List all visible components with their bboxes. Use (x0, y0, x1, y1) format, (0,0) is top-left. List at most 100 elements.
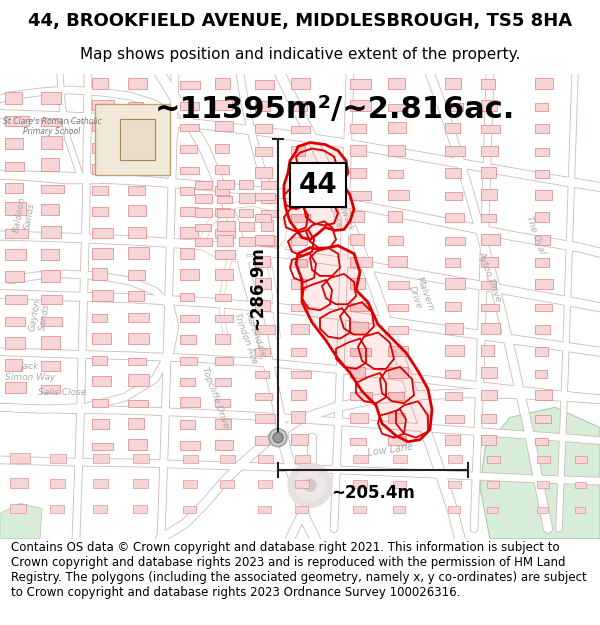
Bar (575, 508, 585, 514)
Bar (445, 146, 465, 156)
Bar (481, 322, 500, 334)
Bar (291, 434, 308, 445)
Bar (128, 357, 146, 365)
Bar (217, 209, 233, 217)
Bar (183, 455, 198, 463)
Bar (41, 185, 64, 193)
Bar (41, 385, 61, 393)
Bar (255, 392, 272, 400)
Bar (350, 322, 368, 334)
Bar (350, 211, 364, 222)
Bar (133, 479, 148, 488)
Bar (220, 455, 235, 463)
Bar (180, 356, 197, 365)
Bar (92, 291, 113, 301)
Bar (261, 195, 277, 203)
Bar (41, 316, 62, 326)
Bar (481, 367, 497, 378)
Bar (535, 279, 553, 289)
Bar (291, 126, 310, 133)
Bar (5, 382, 26, 393)
Bar (575, 482, 586, 488)
Bar (481, 189, 497, 200)
Bar (195, 224, 211, 231)
Bar (350, 145, 366, 156)
Text: ~11395m²/~2.816ac.: ~11395m²/~2.816ac. (155, 94, 515, 124)
Bar (255, 101, 269, 111)
Text: The Oval: The Oval (524, 215, 546, 256)
Bar (481, 167, 496, 178)
Bar (445, 123, 460, 133)
Bar (535, 103, 548, 111)
Bar (291, 146, 305, 156)
Bar (388, 191, 409, 200)
Text: Contains OS data © Crown copyright and database right 2021. This information is : Contains OS data © Crown copyright and d… (11, 541, 587, 599)
Bar (5, 359, 22, 371)
Text: Baldoon
Sands: Baldoon Sands (12, 196, 38, 235)
Bar (92, 442, 113, 450)
Bar (535, 347, 548, 356)
Text: ~205.4m: ~205.4m (331, 484, 415, 502)
Text: Map shows position and indicative extent of the property.: Map shows position and indicative extent… (80, 47, 520, 62)
Bar (128, 78, 146, 89)
Text: 44: 44 (299, 171, 337, 199)
Bar (295, 480, 309, 488)
Bar (50, 506, 64, 514)
Bar (537, 456, 550, 463)
Bar (291, 348, 306, 356)
Bar (215, 419, 230, 429)
Bar (255, 192, 275, 200)
Bar (535, 415, 551, 422)
Bar (120, 119, 155, 159)
Bar (291, 371, 311, 378)
Bar (388, 144, 405, 156)
Bar (5, 116, 29, 126)
Bar (92, 186, 108, 195)
Bar (180, 248, 194, 259)
Bar (388, 392, 404, 400)
Text: St Clare's Roman Catholic
Primary School: St Clare's Roman Catholic Primary School (2, 117, 101, 136)
Bar (487, 456, 500, 463)
Bar (50, 479, 65, 488)
Bar (92, 228, 113, 238)
Bar (388, 78, 405, 89)
Bar (445, 192, 462, 200)
Bar (388, 326, 408, 334)
Bar (128, 164, 148, 174)
Bar (239, 222, 254, 231)
Bar (291, 279, 306, 289)
Bar (350, 348, 371, 356)
Bar (255, 167, 272, 178)
Polygon shape (0, 503, 42, 539)
Bar (575, 456, 587, 463)
Bar (258, 506, 271, 514)
Bar (180, 188, 194, 195)
Bar (180, 419, 196, 429)
Bar (388, 304, 408, 311)
Bar (261, 181, 277, 189)
Bar (255, 325, 275, 334)
Bar (535, 190, 552, 200)
Bar (128, 374, 149, 386)
Bar (393, 455, 407, 463)
Bar (5, 271, 24, 282)
Text: Jack
Simon Way: Jack Simon Way (5, 362, 55, 382)
Bar (92, 207, 108, 216)
Bar (195, 194, 212, 203)
Bar (180, 102, 199, 110)
Bar (128, 145, 149, 152)
Bar (388, 122, 406, 133)
Bar (215, 399, 230, 408)
Bar (10, 478, 28, 488)
Bar (215, 294, 230, 301)
Bar (5, 317, 25, 326)
Bar (481, 436, 496, 445)
Bar (388, 368, 409, 378)
Bar (128, 119, 150, 131)
Bar (535, 391, 552, 400)
Bar (92, 78, 107, 89)
Circle shape (269, 429, 287, 447)
Bar (180, 441, 200, 450)
Bar (5, 337, 25, 349)
Bar (350, 392, 372, 400)
